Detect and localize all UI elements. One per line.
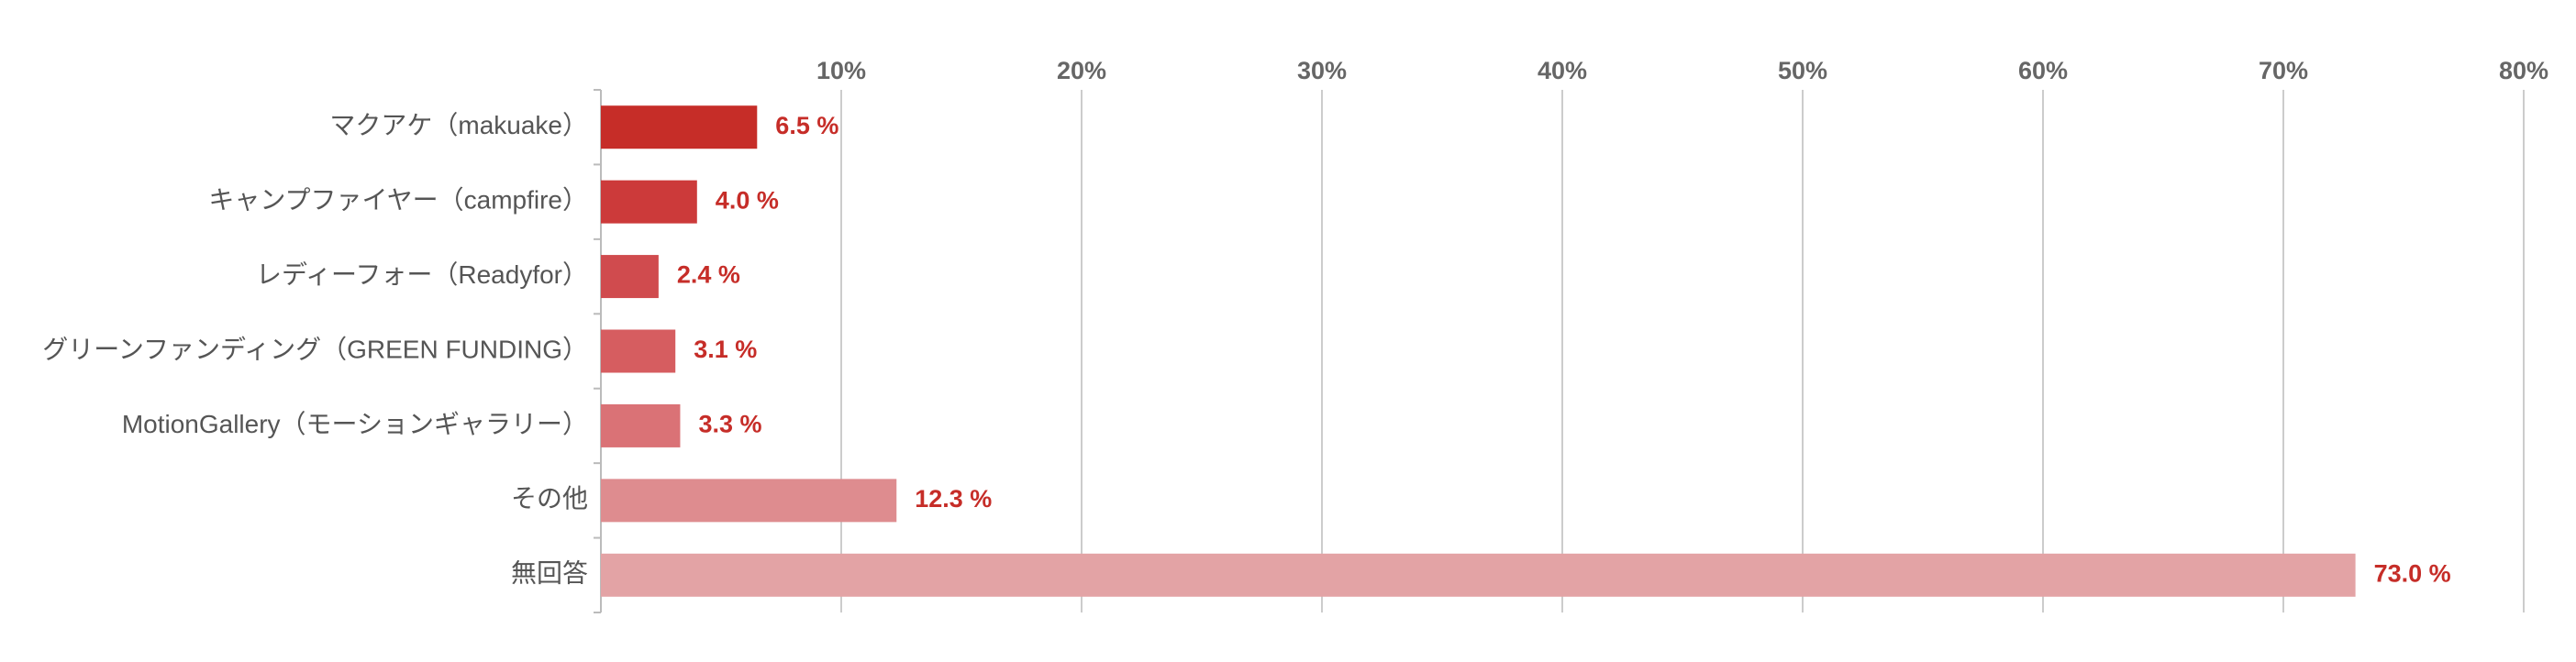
bar: [601, 180, 697, 224]
category-label: MotionGallery（モーションギャラリー）: [122, 410, 588, 438]
value-label: 3.1 %: [694, 336, 757, 363]
value-label: 2.4 %: [677, 261, 740, 289]
category-label: マクアケ（makuake）: [329, 111, 588, 139]
value-label: 12.3 %: [915, 485, 992, 513]
value-label: 3.3 %: [698, 411, 761, 438]
x-tick-label: 30%: [1297, 57, 1347, 84]
bar: [601, 553, 2356, 597]
bar: [601, 105, 758, 149]
x-tick-label: 80%: [2499, 57, 2548, 84]
bar: [601, 329, 676, 373]
x-tick-label: 70%: [2259, 57, 2308, 84]
value-label: 6.5 %: [775, 112, 838, 139]
x-tick-label: 10%: [816, 57, 866, 84]
x-tick-label: 40%: [1538, 57, 1587, 84]
category-label: 無回答: [511, 559, 588, 588]
category-label: レディーフォー（Readyfor）: [256, 260, 588, 289]
bar: [601, 255, 659, 299]
bar: [601, 479, 897, 523]
category-label: その他: [511, 484, 588, 513]
bar: [601, 403, 681, 447]
category-label: グリーンファンディング（GREEN FUNDING）: [42, 335, 588, 363]
value-label: 73.0 %: [2374, 559, 2451, 587]
value-label: 4.0 %: [716, 186, 779, 214]
category-label: キャンプファイヤー（campfire）: [208, 186, 588, 215]
x-tick-label: 50%: [1778, 57, 1827, 84]
x-tick-label: 20%: [1057, 57, 1106, 84]
x-tick-label: 60%: [2018, 57, 2068, 84]
